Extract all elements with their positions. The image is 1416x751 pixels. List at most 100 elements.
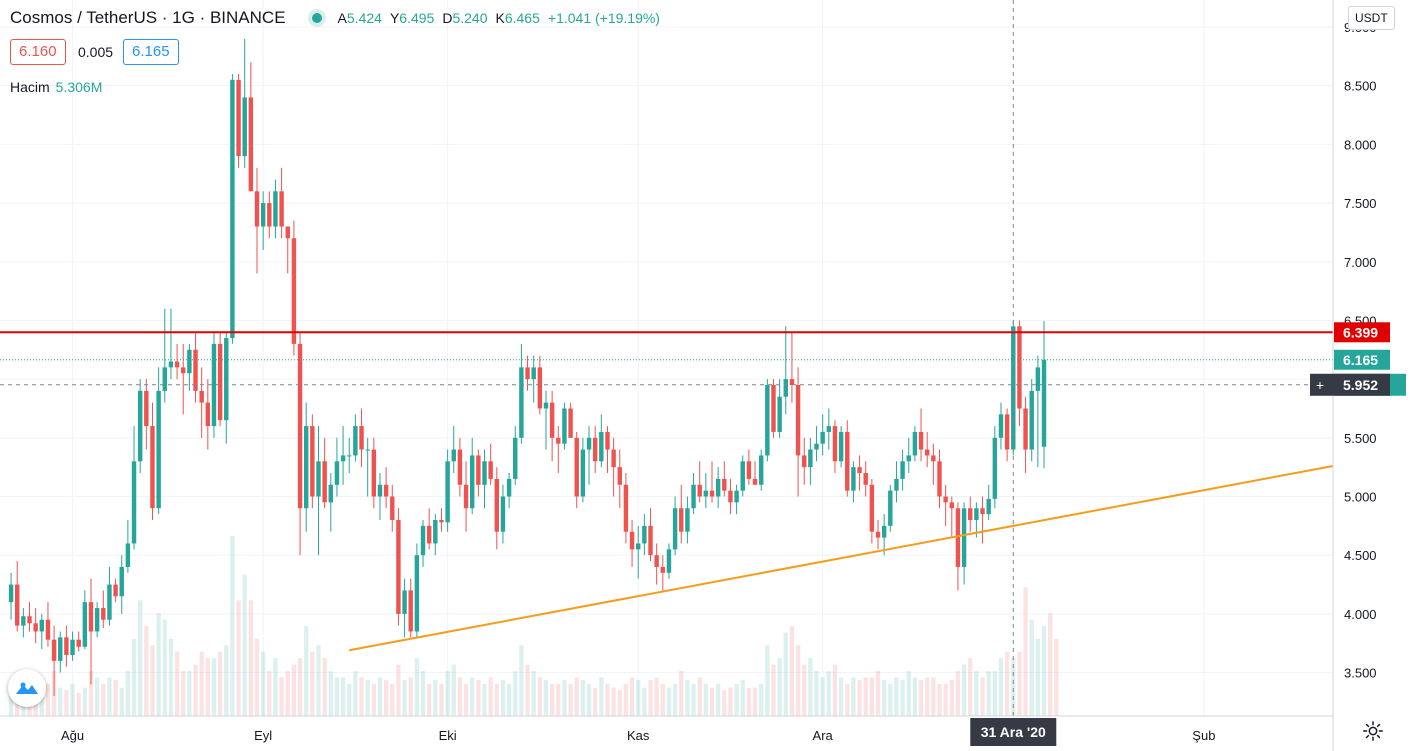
volume-bar	[679, 671, 684, 716]
candle	[500, 484, 506, 544]
volume-bar	[353, 671, 358, 716]
candle	[894, 461, 899, 503]
candle	[715, 467, 721, 509]
candle	[260, 191, 266, 251]
candle-body	[113, 584, 118, 597]
volume-bar	[906, 671, 911, 716]
candle-body	[519, 367, 524, 438]
volume-bar	[383, 680, 389, 716]
candle-body	[131, 461, 137, 544]
volume-bar	[808, 658, 813, 716]
volume-bar	[482, 683, 487, 716]
candle-body	[617, 467, 622, 485]
candle-body	[746, 461, 752, 479]
candle	[125, 519, 131, 573]
volume-bar	[636, 680, 641, 716]
volume-bar	[187, 671, 192, 716]
candle-body	[734, 490, 739, 503]
candle	[758, 449, 764, 491]
volume-bar	[150, 645, 155, 716]
volume-bar	[494, 683, 499, 716]
volume-bar	[691, 683, 696, 716]
candle	[808, 437, 813, 485]
candle	[340, 426, 346, 485]
tradingview-logo-icon[interactable]	[8, 669, 46, 707]
volume-bar	[113, 680, 118, 716]
candle	[267, 191, 272, 239]
volume-bar	[1004, 651, 1010, 716]
volume-bar	[45, 683, 51, 716]
volume-bar	[845, 683, 850, 716]
candle	[328, 473, 334, 532]
volume-bar	[685, 680, 690, 716]
candle-body	[396, 519, 401, 614]
last-price-tag	[1334, 349, 1390, 370]
candle	[156, 367, 161, 515]
candle-body	[365, 449, 370, 451]
currency-button[interactable]: USDT	[1348, 6, 1395, 30]
trendline	[349, 465, 1334, 652]
volume-bar	[39, 692, 44, 716]
candle	[94, 602, 100, 638]
volume-bar	[181, 671, 186, 716]
volume-bar	[531, 671, 536, 716]
candle	[900, 449, 905, 491]
candle	[586, 426, 592, 485]
candle-body	[875, 531, 881, 538]
candle-body	[457, 449, 463, 485]
volume-bar	[912, 677, 918, 716]
candle	[230, 73, 235, 344]
candle-body	[347, 455, 352, 457]
gear-icon[interactable]	[1362, 720, 1384, 742]
volume-bar	[340, 677, 346, 716]
volume-bar	[648, 680, 653, 716]
volume-bar	[525, 664, 530, 716]
candle	[58, 631, 63, 673]
candle-body	[267, 203, 272, 227]
candle	[599, 414, 604, 468]
y-tick-label: 4.000	[1344, 607, 1377, 622]
candle-body	[703, 490, 709, 497]
candle-body	[82, 602, 88, 647]
x-tick-label: Ara	[813, 728, 834, 743]
candle-body	[814, 443, 819, 450]
candle-body	[303, 426, 309, 509]
candle-body	[666, 549, 672, 573]
candle	[814, 426, 819, 462]
x-tick-label: Ağu	[61, 728, 84, 743]
volume-bar	[820, 677, 825, 716]
candle	[76, 631, 81, 652]
candle-body	[236, 79, 241, 157]
candle	[986, 484, 991, 520]
candle-body	[137, 390, 143, 462]
volume-bar	[875, 671, 881, 716]
candle	[377, 473, 383, 520]
volume-bar	[236, 600, 241, 716]
volume-bar	[666, 687, 672, 716]
candle-body	[414, 555, 420, 632]
volume-bar	[476, 680, 481, 716]
symbol-title[interactable]: Cosmos / TetherUS · 1G · BINANCE	[10, 8, 286, 27]
candle	[88, 578, 94, 685]
candle	[832, 420, 838, 474]
buy-price-button[interactable]: 6.165	[123, 39, 179, 65]
candle	[672, 496, 678, 556]
candle-body	[1023, 408, 1028, 450]
candle	[439, 508, 444, 532]
candle	[297, 332, 303, 556]
candle	[463, 461, 469, 532]
candle	[992, 426, 998, 509]
candle-body	[451, 449, 456, 462]
candle	[162, 308, 167, 403]
candle-body	[27, 616, 32, 624]
sell-price-button[interactable]: 6.160	[10, 39, 66, 65]
candle-body	[70, 639, 75, 655]
candle-body	[888, 490, 893, 526]
candle	[144, 379, 149, 450]
candle	[617, 449, 622, 509]
candle-body	[986, 498, 991, 515]
crosshair-price-label: 5.952	[1343, 377, 1378, 393]
candle-body	[445, 461, 450, 523]
volume-bar	[297, 658, 303, 716]
